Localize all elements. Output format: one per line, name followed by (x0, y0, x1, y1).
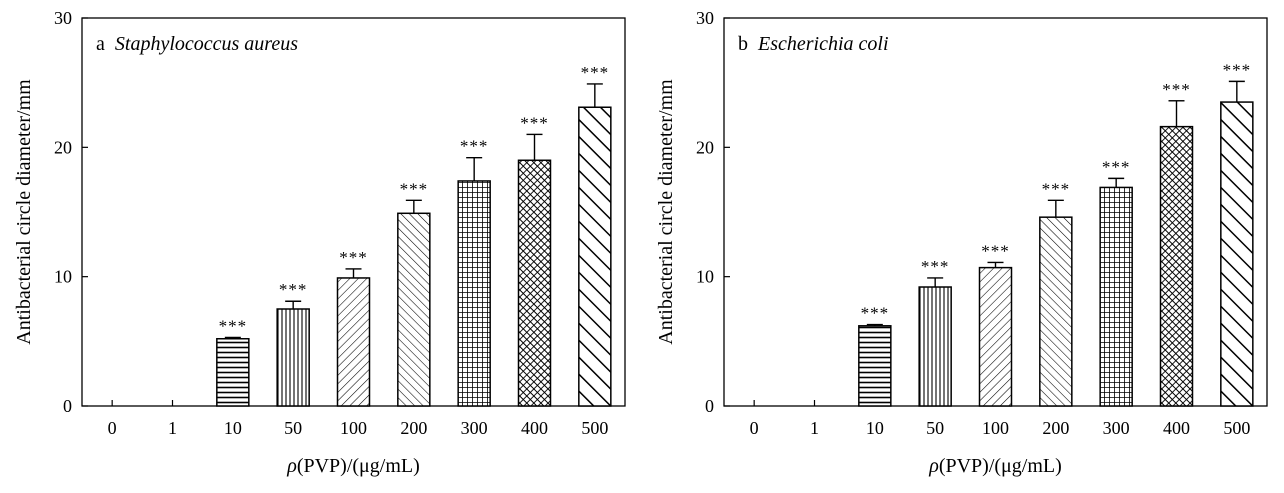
bar-500 (1220, 101, 1254, 407)
y-tick-label: 20 (54, 137, 72, 157)
y-tick-label: 30 (696, 8, 714, 28)
x-tick-label: 500 (1223, 418, 1250, 438)
y-tick-label: 30 (54, 8, 72, 28)
panel-species: Staphylococcus aureus (115, 33, 298, 55)
significance-marker: *** (400, 179, 429, 198)
x-axis-title-text: (PVP)/(μg/mL) (939, 455, 1062, 477)
bar-50 (276, 308, 310, 407)
x-tick-label: 10 (224, 418, 242, 438)
bar-400 (517, 159, 552, 407)
bar-300 (457, 180, 491, 407)
chart-panel-a: 0 10 20 30 0 1 10 *** 50 *** 100 *** 200 *** 300 *** 400… (13, 8, 626, 477)
y-tick-label: 0 (705, 396, 714, 416)
x-axis-title: ρ(PVP)/(μg/mL) (928, 455, 1062, 477)
panel-title: b Escherichia coli (738, 33, 889, 55)
x-tick-label: 300 (1103, 418, 1130, 438)
x-axis-title: ρ(PVP)/(μg/mL) (286, 455, 420, 477)
significance-marker: *** (1162, 80, 1191, 99)
bar-200 (1039, 216, 1073, 407)
significance-marker: *** (1102, 157, 1131, 176)
x-tick-label: 50 (284, 418, 302, 438)
x-tick-label: 1 (810, 418, 819, 438)
x-tick-label: 200 (400, 418, 427, 438)
significance-marker: *** (921, 257, 950, 276)
x-axis-title-symbol: ρ (928, 455, 939, 477)
bar-10 (216, 337, 250, 407)
x-tick-label: 100 (982, 418, 1009, 438)
x-tick-label: 0 (108, 418, 117, 438)
y-tick-label: 0 (63, 396, 72, 416)
x-tick-label: 100 (340, 418, 367, 438)
bar-10 (858, 325, 892, 407)
x-tick-label: 1 (168, 418, 177, 438)
x-tick-label: 500 (581, 418, 608, 438)
panel-title: a Staphylococcus aureus (96, 33, 298, 55)
significance-marker: *** (1223, 60, 1252, 79)
x-axis-title-symbol: ρ (286, 455, 297, 477)
significance-marker: *** (581, 63, 610, 82)
significance-marker: *** (1042, 179, 1071, 198)
significance-marker: *** (339, 248, 368, 267)
panel-letter: b (738, 33, 748, 55)
x-tick-label: 400 (521, 418, 548, 438)
x-tick-label: 0 (750, 418, 759, 438)
significance-marker: *** (279, 280, 308, 299)
y-tick-label: 10 (54, 267, 72, 287)
y-tick-label: 20 (696, 137, 714, 157)
bar-200 (397, 212, 431, 407)
y-axis-title: Antibacterial circle diameter/mm (655, 79, 677, 345)
bar-400 (1159, 125, 1194, 407)
x-tick-label: 400 (1163, 418, 1190, 438)
significance-marker: *** (520, 113, 549, 132)
x-axis-title-text: (PVP)/(μg/mL) (297, 455, 420, 477)
x-tick-label: 10 (866, 418, 884, 438)
significance-marker: *** (981, 241, 1010, 260)
x-tick-label: 200 (1042, 418, 1069, 438)
bar-100 (978, 266, 1013, 407)
y-axis-title: Antibacterial circle diameter/mm (13, 79, 35, 345)
chart-panel-b: 0 10 20 30 0 1 10 *** 50 *** 100 *** 200 *** 300 *** 400… (642, 0, 1284, 493)
significance-marker: *** (861, 304, 890, 323)
bar-50 (918, 286, 952, 407)
x-tick-label: 50 (926, 418, 944, 438)
bar-300 (1099, 186, 1133, 407)
panel-letter: a (96, 33, 105, 55)
bar-100 (336, 277, 371, 407)
x-tick-label: 300 (461, 418, 488, 438)
y-tick-label: 10 (696, 267, 714, 287)
significance-marker: *** (219, 316, 248, 335)
panel-species: Escherichia coli (757, 33, 889, 55)
significance-marker: *** (460, 137, 489, 156)
bar-500 (578, 106, 612, 407)
